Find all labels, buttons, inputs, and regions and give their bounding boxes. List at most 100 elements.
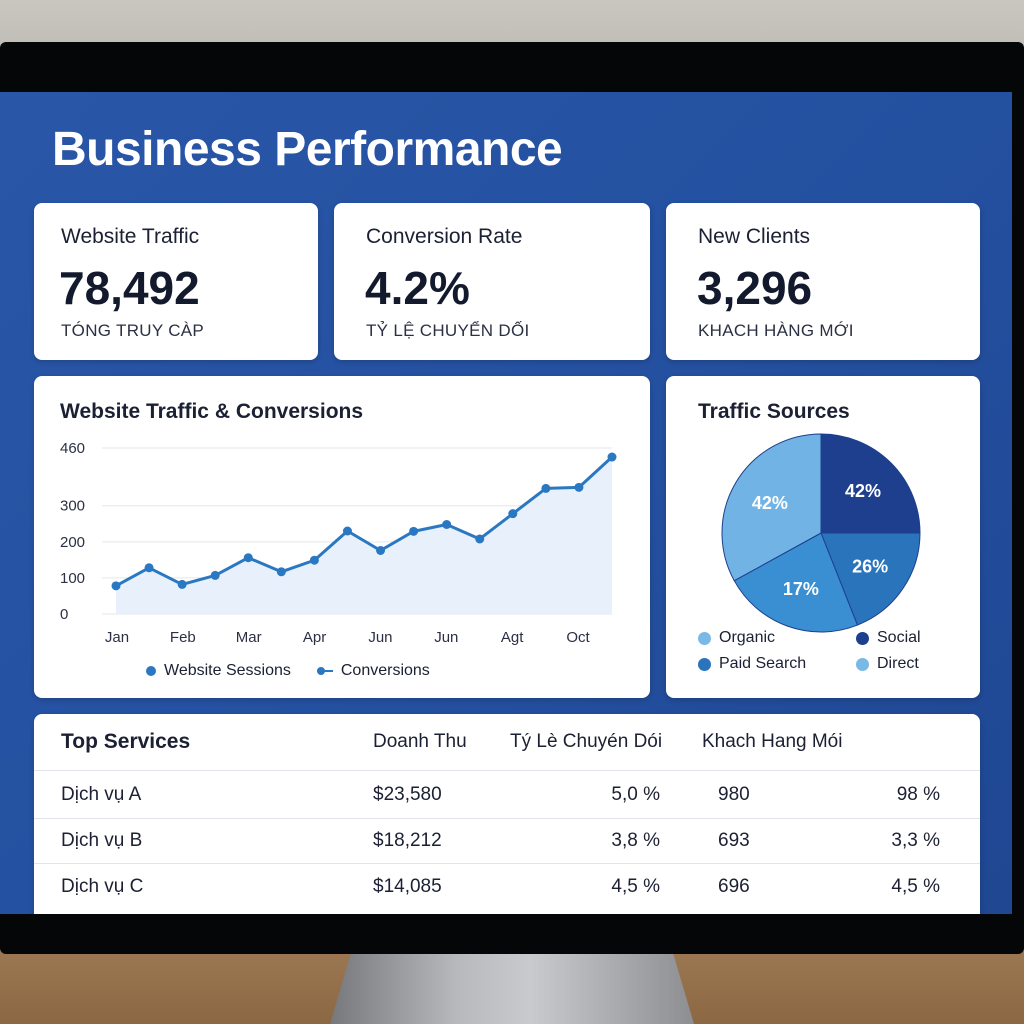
page-title: Business Performance xyxy=(52,123,563,176)
kpi-label: Conversion Rate xyxy=(366,225,523,248)
organic-dot-icon xyxy=(698,631,711,645)
data-point[interactable] xyxy=(442,520,452,530)
x-tick-label: Feb xyxy=(170,629,196,646)
kpi-card-new-clients[interactable]: New Clients 3,296 KHACH HÀNG MỚI xyxy=(666,203,980,360)
table-header-services[interactable]: Top Services xyxy=(61,730,191,753)
data-point[interactable] xyxy=(574,482,584,492)
monitor-stand xyxy=(330,950,694,1024)
table-row[interactable]: Dịch vụ A $23,580 5,0 % 980 98 % xyxy=(34,770,980,818)
x-tick-label: Mar xyxy=(236,629,262,646)
legend-label: Paid Search xyxy=(719,655,807,672)
table-row[interactable]: Dịch vụ B $18,212 3,8 % 693 3,3 % xyxy=(34,818,980,863)
y-tick-label: 300 xyxy=(60,498,85,515)
legend-item-conversions[interactable]: Conversions xyxy=(316,662,430,680)
x-tick-label: Oct xyxy=(566,629,590,646)
service-new-clients: 696 xyxy=(718,875,750,897)
table-header-row: Top Services Doanh Thu Tý Lè Chuyén Dói … xyxy=(34,714,980,770)
data-point[interactable] xyxy=(111,581,121,591)
paid-search-dot-icon xyxy=(698,657,711,671)
data-point[interactable] xyxy=(276,567,286,577)
y-tick-label: 460 xyxy=(60,440,85,457)
service-revenue: $14,085 xyxy=(373,875,442,897)
service-rate: 98 % xyxy=(896,783,940,805)
legend-item-organic[interactable]: Organic xyxy=(698,629,775,647)
pie-slice[interactable] xyxy=(820,532,921,626)
legend-label: Organic xyxy=(719,629,776,646)
traffic-line-chart: 0 100 200 300 460 Jan Feb Mar Apr Jun Jun Agt Oct xyxy=(60,440,617,646)
data-point[interactable] xyxy=(210,570,220,580)
kpi-card-website-traffic[interactable]: Website Traffic 78,492 TÓNG TRUY CÀP xyxy=(34,203,318,360)
traffic-chart-legend: Website Sessions Conversions xyxy=(146,662,430,680)
legend-item-social[interactable]: Social xyxy=(856,629,921,647)
pie-slice-label: 26% xyxy=(852,556,888,576)
service-revenue: $18,212 xyxy=(373,830,442,851)
social-dot-icon xyxy=(856,631,869,645)
kpi-subtitle: TỶ LỆ CHUYỂN DỐI xyxy=(366,321,530,340)
sessions-line xyxy=(115,455,614,588)
legend-item-paid-search[interactable]: Paid Search xyxy=(698,655,806,673)
sessions-dot-icon xyxy=(146,666,156,676)
table-row[interactable]: Dịch vụ C $14,085 4,5 % 696 4,5 % xyxy=(34,863,980,909)
data-point[interactable] xyxy=(475,534,485,544)
table-header-conversion[interactable]: Tý Lè Chuyén Dói xyxy=(510,731,663,752)
legend-label: Conversions xyxy=(340,662,430,679)
legend-label: Direct xyxy=(877,655,919,672)
table-header-new-clients[interactable]: Khach Hang Mói xyxy=(702,731,843,752)
kpi-value: 4.2% xyxy=(365,262,470,314)
traffic-sources-pie: 42% 26% 17% 42% xyxy=(721,433,921,633)
data-point[interactable] xyxy=(342,526,352,536)
legend-label: Website Sessions xyxy=(164,662,291,679)
service-new-clients: 693 xyxy=(718,830,750,851)
data-point[interactable] xyxy=(243,553,253,563)
pie-slice-label: 42% xyxy=(752,493,788,513)
x-tick-label: Jan xyxy=(105,629,129,646)
traffic-sources-card: Traffic Sources 42% 26% 17% 42% Organic Soc… xyxy=(666,376,980,698)
data-point[interactable] xyxy=(309,555,319,565)
data-point[interactable] xyxy=(607,452,617,462)
legend-item-direct[interactable]: Direct xyxy=(856,655,919,673)
kpi-value: 3,296 xyxy=(697,262,813,314)
legend-item-sessions[interactable]: Website Sessions xyxy=(146,662,291,680)
data-point[interactable] xyxy=(541,483,551,493)
kpi-card-conversion-rate[interactable]: Conversion Rate 4.2% TỶ LỆ CHUYỂN DỐI xyxy=(334,203,650,360)
pie-slice-label: 17% xyxy=(783,579,819,599)
direct-dot-icon xyxy=(856,657,869,671)
kpi-label: Website Traffic xyxy=(61,225,200,248)
service-revenue: $23,580 xyxy=(373,783,442,805)
service-new-clients: 980 xyxy=(718,783,750,805)
conversions-line-icon xyxy=(316,666,333,676)
data-point[interactable] xyxy=(508,509,518,519)
kpi-value: 78,492 xyxy=(59,262,200,314)
service-conversion: 3,8 % xyxy=(611,830,660,851)
kpi-label: New Clients xyxy=(698,225,811,248)
table-header-revenue[interactable]: Doanh Thu xyxy=(373,731,467,752)
traffic-chart-card: Website Traffic & Conversions 0 100 200 300… xyxy=(34,376,650,698)
service-conversion: 4,5 % xyxy=(611,875,660,897)
y-tick-label: 100 xyxy=(60,570,85,587)
traffic-chart-title: Website Traffic & Conversions xyxy=(60,400,364,423)
x-tick-label: Jun xyxy=(434,629,458,646)
legend-label: Social xyxy=(877,629,921,646)
pie-slice[interactable] xyxy=(733,532,859,633)
pie-slice[interactable] xyxy=(721,433,822,582)
data-point[interactable] xyxy=(376,545,386,555)
x-tick-label: Jun xyxy=(368,629,392,646)
kpi-subtitle: KHACH HÀNG MỚI xyxy=(698,321,854,340)
pie-slice[interactable] xyxy=(820,433,921,534)
data-point[interactable] xyxy=(409,526,419,536)
service-rate: 3,3 % xyxy=(891,830,940,851)
sessions-area xyxy=(116,457,612,614)
y-tick-label: 200 xyxy=(60,534,85,551)
service-name: Dịch vụ C xyxy=(61,875,144,897)
kpi-subtitle: TÓNG TRUY CÀP xyxy=(61,321,205,340)
service-rate: 4,5 % xyxy=(891,875,940,897)
data-point[interactable] xyxy=(177,579,187,589)
service-conversion: 5,0 % xyxy=(611,783,660,805)
data-point[interactable] xyxy=(144,563,154,573)
dashboard-screen: Business Performance Website Traffic 78,… xyxy=(0,92,1012,914)
top-services-table: Top Services Doanh Thu Tý Lè Chuyén Dói … xyxy=(34,714,980,914)
x-tick-label: Apr xyxy=(303,629,326,646)
x-tick-label: Agt xyxy=(501,629,524,646)
service-name: Dịch vụ A xyxy=(61,783,142,805)
traffic-sources-title: Traffic Sources xyxy=(698,400,850,423)
